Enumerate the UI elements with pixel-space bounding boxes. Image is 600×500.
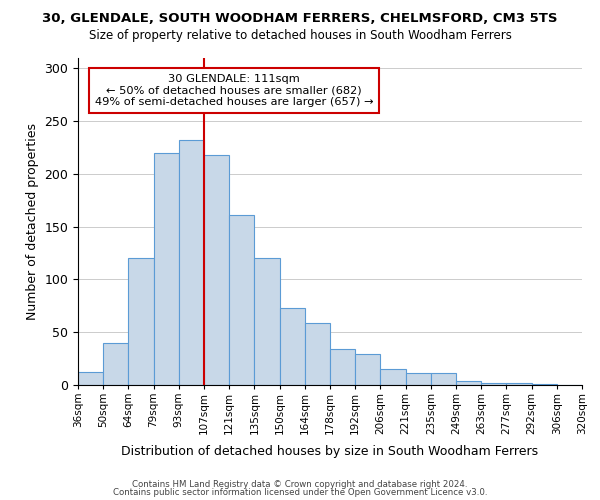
Bar xyxy=(330,349,355,385)
Text: Size of property relative to detached houses in South Woodham Ferrers: Size of property relative to detached ho… xyxy=(89,29,511,42)
Bar xyxy=(128,258,154,385)
Y-axis label: Number of detached properties: Number of detached properties xyxy=(26,122,39,320)
Bar xyxy=(380,369,406,385)
Bar xyxy=(406,374,431,385)
Bar xyxy=(532,384,557,385)
Bar xyxy=(103,342,128,385)
Bar xyxy=(456,381,481,385)
Bar xyxy=(204,154,229,385)
Bar xyxy=(78,372,103,385)
Text: Contains public sector information licensed under the Open Government Licence v3: Contains public sector information licen… xyxy=(113,488,487,497)
Bar xyxy=(154,152,179,385)
Bar xyxy=(355,354,380,385)
Bar xyxy=(305,322,330,385)
Bar xyxy=(280,308,305,385)
Bar xyxy=(431,374,456,385)
Text: Contains HM Land Registry data © Crown copyright and database right 2024.: Contains HM Land Registry data © Crown c… xyxy=(132,480,468,489)
Bar xyxy=(229,215,254,385)
Bar xyxy=(179,140,204,385)
Text: 30 GLENDALE: 111sqm
← 50% of detached houses are smaller (682)
49% of semi-detac: 30 GLENDALE: 111sqm ← 50% of detached ho… xyxy=(95,74,373,107)
X-axis label: Distribution of detached houses by size in South Woodham Ferrers: Distribution of detached houses by size … xyxy=(121,445,539,458)
Bar xyxy=(506,383,532,385)
Bar xyxy=(254,258,280,385)
Text: 30, GLENDALE, SOUTH WOODHAM FERRERS, CHELMSFORD, CM3 5TS: 30, GLENDALE, SOUTH WOODHAM FERRERS, CHE… xyxy=(42,12,558,26)
Bar xyxy=(481,383,506,385)
